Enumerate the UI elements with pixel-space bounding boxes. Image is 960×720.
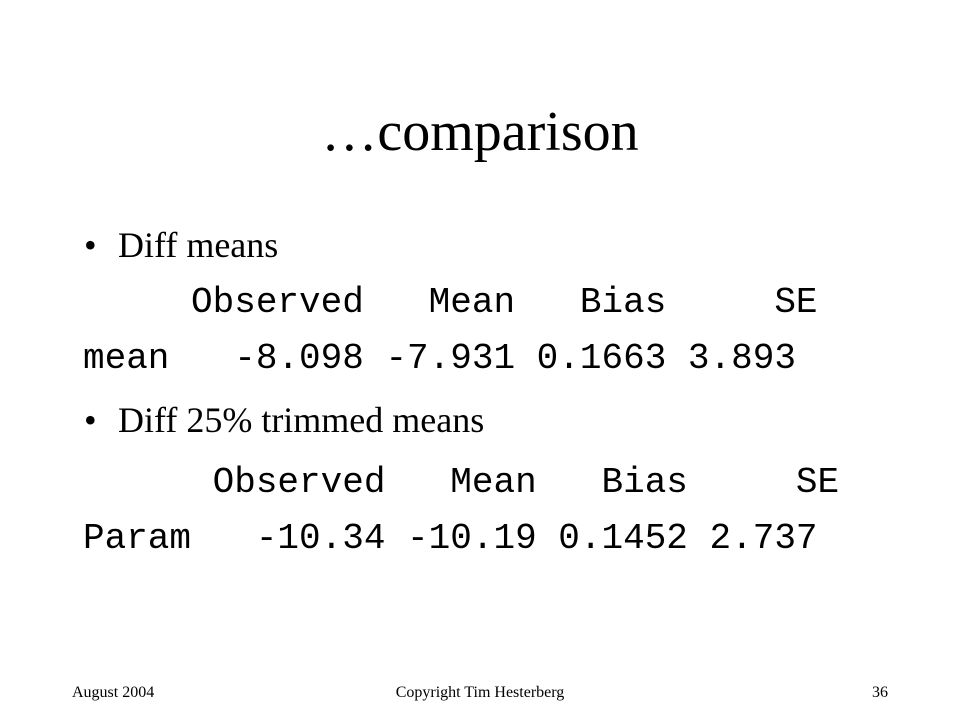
footer-copyright: Copyright Tim Hesterberg xyxy=(396,684,565,701)
output-header: Observed Mean Bias SE xyxy=(83,282,818,323)
bullet-text: Diff 25% trimmed means xyxy=(118,400,484,440)
footer-date: August 2004 xyxy=(72,684,154,701)
slide-title: …comparison xyxy=(321,101,638,163)
bullet-dot: • xyxy=(84,400,97,440)
output-header: Observed Mean Bias SE xyxy=(83,462,839,503)
output-row: mean -8.098 -7.931 0.1663 3.893 xyxy=(83,338,796,379)
bullet-dot: • xyxy=(84,225,97,265)
bullet-text: Diff means xyxy=(118,225,278,265)
slide-number: 36 xyxy=(872,684,888,701)
output-row: Param -10.34 -10.19 0.1452 2.737 xyxy=(83,518,818,559)
